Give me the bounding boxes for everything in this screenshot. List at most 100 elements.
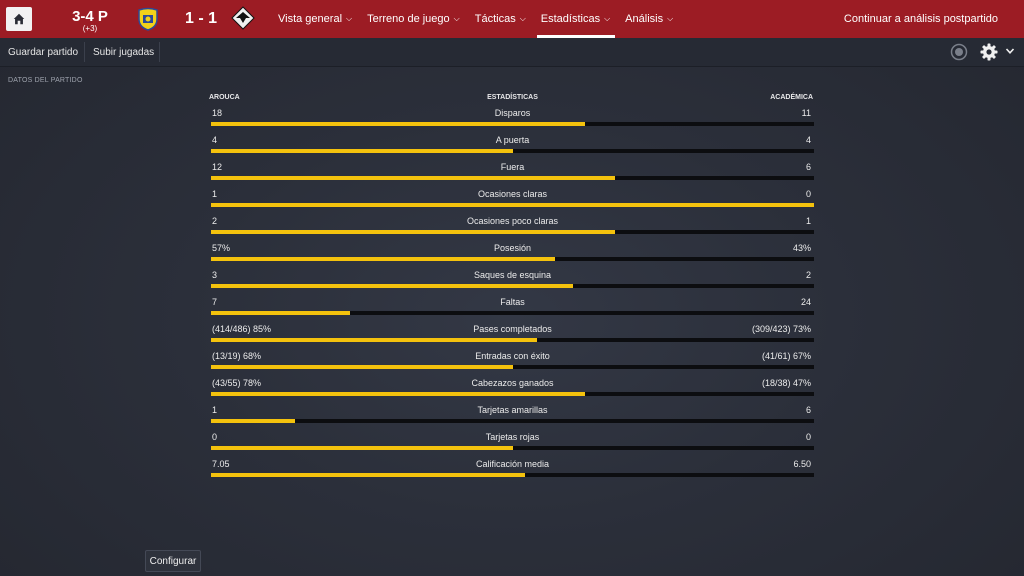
stat-bar-home-fill xyxy=(211,311,350,315)
stat-label: Saques de esquina xyxy=(473,270,552,280)
chevron-down-icon: ⌵ xyxy=(453,14,460,23)
stat-bar xyxy=(211,203,814,207)
home-stat-value: 2 xyxy=(212,216,218,226)
stat-bar xyxy=(211,284,814,288)
stat-row: (414/486) 85% Pases completados (309/423) … xyxy=(211,320,814,347)
stat-row: 7.05 Calificación media 6.50 xyxy=(211,455,814,482)
away-stat-value: 1 xyxy=(805,216,811,226)
stat-row: (13/19) 68% Entradas con éxito (41/61) 67% xyxy=(211,347,814,374)
stat-row: 18 Disparos 11 xyxy=(211,104,814,131)
formation-delta: (+3) xyxy=(82,24,98,33)
nav-label: Terreno de juego xyxy=(367,13,450,25)
stat-label: Disparos xyxy=(494,108,531,118)
away-team-name: ACADÉMICA xyxy=(770,94,813,101)
stat-row: (43/55) 78% Cabezazos ganados (18/38) 47% xyxy=(211,374,814,401)
away-stat-value: 4 xyxy=(805,135,811,145)
home-stat-value: 7 xyxy=(212,297,218,307)
stat-label: Pases completados xyxy=(473,324,552,334)
home-stat-value: (414/486) 85% xyxy=(212,324,272,334)
configure-button[interactable]: Configurar xyxy=(145,550,201,572)
stat-bar xyxy=(211,446,814,450)
stat-bar-home-fill xyxy=(211,149,513,153)
home-stat-value: 7.05 xyxy=(212,459,230,469)
chevron-down-icon: ⌵ xyxy=(519,14,526,23)
home-button[interactable] xyxy=(6,7,32,31)
nav-analisis[interactable]: Análisis ⌵ xyxy=(625,0,682,38)
stat-bar-home-fill xyxy=(211,203,814,207)
away-stat-value: 24 xyxy=(800,297,811,307)
stats-header: AROUCA ESTADÍSTICAS ACADÉMICA xyxy=(209,92,814,104)
nav-label: Análisis xyxy=(625,13,664,25)
formation-block[interactable]: 3-4 P (+3) xyxy=(70,9,110,33)
nav-estadisticas[interactable]: Estadísticas ⌵ xyxy=(536,0,619,38)
chevron-down-icon: ⌵ xyxy=(604,14,611,23)
nav-terreno-de-juego[interactable]: Terreno de juego ⌵ xyxy=(367,0,469,38)
gear-icon[interactable] xyxy=(980,43,998,61)
stat-label: Cabezazos ganados xyxy=(471,378,554,388)
stat-bar xyxy=(211,176,814,180)
away-stat-value: 43% xyxy=(792,243,811,253)
stat-bar xyxy=(211,149,814,153)
stat-label: Tarjetas rojas xyxy=(485,432,540,442)
away-stat-value: (309/423) 73% xyxy=(751,324,811,334)
home-stat-value: 0 xyxy=(212,432,218,442)
away-stat-value: 6.50 xyxy=(793,459,811,469)
stat-bar-home-fill xyxy=(211,338,537,342)
away-stat-value: 2 xyxy=(805,270,811,280)
stat-bar xyxy=(211,392,814,396)
stat-bar-home-fill xyxy=(211,446,513,450)
nav-vista-general[interactable]: Vista general ⌵ xyxy=(278,0,361,38)
away-stat-value: 6 xyxy=(805,405,811,415)
away-stat-value: 0 xyxy=(805,189,811,199)
home-stat-value: (43/55) 78% xyxy=(212,378,262,388)
away-stat-value: (18/38) 47% xyxy=(761,378,811,388)
home-stat-value: 1 xyxy=(212,405,218,415)
stat-bar-home-fill xyxy=(211,392,585,396)
stat-row: 7 Faltas 24 xyxy=(211,293,814,320)
nav-label: Vista general xyxy=(278,13,343,25)
stat-label: Tarjetas amarillas xyxy=(477,405,548,415)
nav-tacticas[interactable]: Tácticas ⌵ xyxy=(475,0,535,38)
stat-label: Calificación media xyxy=(475,459,550,469)
section-title: DATOS DEL PARTIDO xyxy=(8,77,83,84)
nav-label: Tácticas xyxy=(474,13,516,25)
stat-bar-home-fill xyxy=(211,419,296,423)
stat-bar xyxy=(211,230,814,234)
stat-label: Ocasiones poco claras xyxy=(466,216,559,226)
match-score: 1 - 1 xyxy=(185,10,218,27)
stat-row: 3 Saques de esquina 2 xyxy=(211,266,814,293)
chevron-down-icon[interactable] xyxy=(1005,46,1015,56)
toolbar-divider xyxy=(84,42,85,62)
continue-button[interactable]: Continuar a análisis postpartido xyxy=(843,13,998,25)
record-icon[interactable] xyxy=(950,43,968,61)
stat-label: Entradas con éxito xyxy=(475,351,550,361)
toolbar-divider xyxy=(159,42,160,62)
stat-bar xyxy=(211,122,814,126)
stat-row: 2 Ocasiones poco claras 1 xyxy=(211,212,814,239)
home-stat-value: 4 xyxy=(212,135,218,145)
home-stat-value: 1 xyxy=(212,189,218,199)
stat-bar-home-fill xyxy=(211,365,513,369)
sub-toolbar: Guardar partido Subir jugadas xyxy=(0,38,1024,67)
stat-bar xyxy=(211,365,814,369)
stat-row: 0 Tarjetas rojas 0 xyxy=(211,428,814,455)
stat-bar-home-fill xyxy=(211,176,615,180)
away-stat-value: 6 xyxy=(805,162,811,172)
match-stats-panel: AROUCA ESTADÍSTICAS ACADÉMICA 18 Disparos… xyxy=(209,92,814,482)
away-stat-value: 0 xyxy=(805,432,811,442)
home-stat-value: 18 xyxy=(212,108,223,118)
stat-label: Posesión xyxy=(493,243,532,253)
home-stat-value: 57% xyxy=(212,243,231,253)
away-team-badge-icon[interactable] xyxy=(231,6,255,30)
home-team-badge-icon[interactable] xyxy=(137,7,159,31)
stat-row: 12 Fuera 6 xyxy=(211,158,814,185)
away-stat-value: (41/61) 67% xyxy=(761,351,811,361)
save-match-button[interactable]: Guardar partido xyxy=(8,46,79,58)
upload-highlights-button[interactable]: Subir jugadas xyxy=(93,46,155,58)
stat-bar xyxy=(211,311,814,315)
nav-label: Estadísticas xyxy=(540,13,601,25)
home-icon xyxy=(13,13,25,25)
stat-bar-home-fill xyxy=(211,473,525,477)
stat-row: 57% Posesión 43% xyxy=(211,239,814,266)
stat-bar xyxy=(211,419,814,423)
